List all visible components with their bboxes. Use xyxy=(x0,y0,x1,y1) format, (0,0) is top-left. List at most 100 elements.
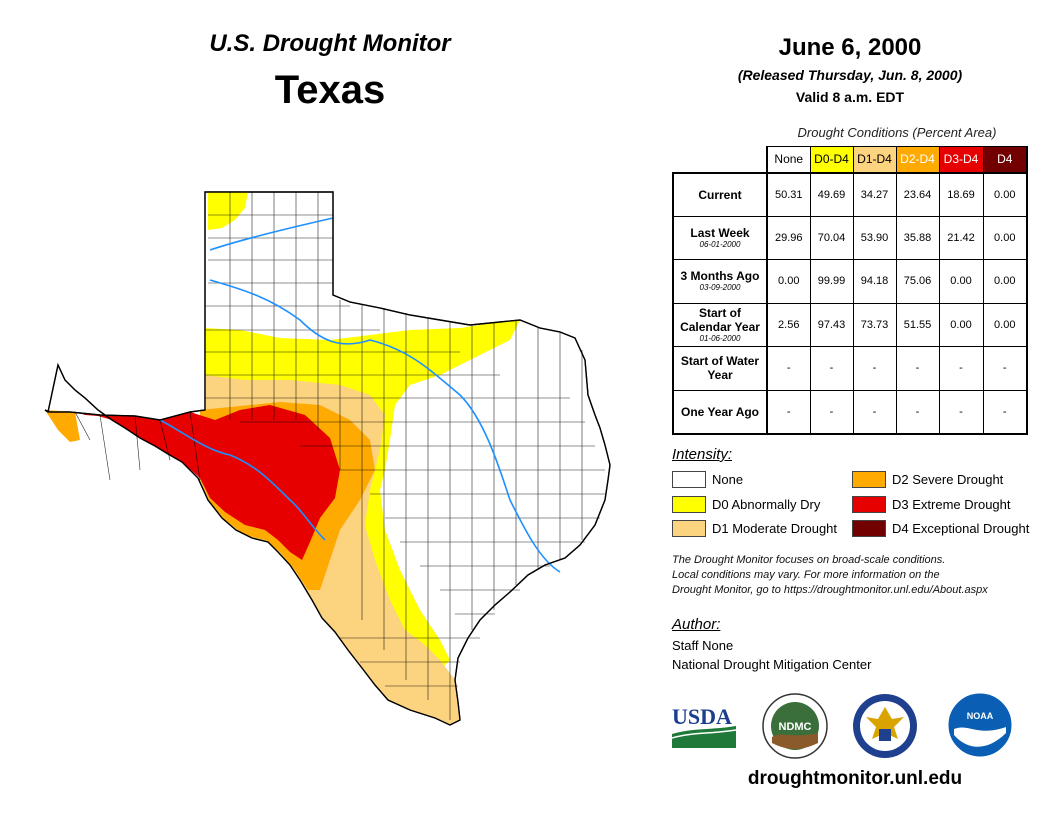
d2-region-west xyxy=(45,410,80,442)
table-cell: 97.43 xyxy=(809,302,854,347)
state-border xyxy=(44,191,611,726)
table-row: One Year Ago - - - - - - xyxy=(672,389,1028,435)
row-label-date: 06-01-2000 xyxy=(699,239,741,249)
table-cell: 70.04 xyxy=(809,215,854,260)
table-cell: - xyxy=(982,389,1028,435)
table-corner xyxy=(673,146,768,173)
row-label: Start of Calendar Year 01-06-2000 xyxy=(672,302,768,347)
disclaimer-line: Local conditions may vary. For more info… xyxy=(672,569,940,581)
legend-label: D4 Exceptional Drought xyxy=(892,520,1030,536)
d0-region-panhandle xyxy=(208,192,248,230)
column-header: D1-D4 xyxy=(852,146,897,173)
row-label: 3 Months Ago 03-09-2000 xyxy=(672,259,768,304)
legend-swatch xyxy=(672,495,706,513)
noaa-logo-text: NOAA xyxy=(967,711,994,721)
row-label-text: Start of Water Year xyxy=(680,354,760,383)
table-cell: 34.27 xyxy=(852,171,897,217)
legend-item-d4: D4 Exceptional Drought xyxy=(852,519,1029,537)
row-label-text: 3 Months Ago xyxy=(680,269,760,284)
table-cell: - xyxy=(809,346,854,391)
disclaimer: The Drought Monitor focuses on broad-sca… xyxy=(672,553,1042,598)
footer-url[interactable]: droughtmonitor.unl.edu xyxy=(747,768,963,789)
column-header: D4 xyxy=(982,146,1028,173)
texas-drought-map xyxy=(44,191,611,726)
row-label-date: 01-06-2000 xyxy=(699,333,741,343)
legend-label: D2 Severe Drought xyxy=(892,471,1004,487)
usda-logo: USDA xyxy=(672,704,736,748)
column-header: None xyxy=(766,146,811,173)
table-cell: 0.00 xyxy=(982,171,1028,217)
table-row: Start of Water Year - - - - - - xyxy=(672,346,1028,391)
legend-label: D1 Moderate Drought xyxy=(712,520,838,536)
table-cell: 99.99 xyxy=(809,259,854,304)
d3-region xyxy=(75,405,340,560)
table-cell: - xyxy=(938,389,984,435)
table-cell: 0.00 xyxy=(766,259,811,304)
legend-swatch xyxy=(672,470,706,488)
row-label: Current xyxy=(672,171,768,217)
map-title: U.S. Drought Monitor xyxy=(209,30,451,57)
legend-swatch xyxy=(852,519,886,537)
row-label: One Year Ago xyxy=(672,389,768,435)
legend-item-d0: D0 Abnormally Dry xyxy=(672,495,820,513)
county-lines xyxy=(74,192,605,720)
row-label-text: One Year Ago xyxy=(680,404,760,419)
row-label-text: Start of Calendar Year xyxy=(680,305,760,334)
table-cell: - xyxy=(938,346,984,391)
column-header: D0-D4 xyxy=(809,146,854,173)
table-cell: 51.55 xyxy=(895,302,940,347)
table-cell: 75.06 xyxy=(895,259,940,304)
column-header: D2-D4 xyxy=(895,146,940,173)
table-cell: 0.00 xyxy=(982,259,1028,304)
table-row: 3 Months Ago 03-09-2000 0.00 99.99 94.18 75.0… xyxy=(672,259,1028,304)
table-row: Start of Calendar Year 01-06-2000 2.56 97.4… xyxy=(672,302,1028,347)
table-cell: 0.00 xyxy=(938,302,984,347)
table-cell: 21.42 xyxy=(938,215,984,260)
column-header: D3-D4 xyxy=(938,146,984,173)
table-cell: 94.18 xyxy=(852,259,897,304)
table-cell: 0.00 xyxy=(982,215,1028,260)
legend-swatch xyxy=(852,495,886,513)
table-cell: - xyxy=(766,389,811,435)
table-cell: - xyxy=(766,346,811,391)
row-label-date: 03-09-2000 xyxy=(699,283,741,293)
table-cell: 35.88 xyxy=(895,215,940,260)
row-label-text: Current xyxy=(698,187,742,202)
map-date: June 6, 2000 xyxy=(778,34,922,61)
table-cell: 53.90 xyxy=(852,215,897,260)
table-cell: - xyxy=(852,346,897,391)
legend-swatch xyxy=(852,470,886,488)
table-cell: 73.73 xyxy=(852,302,897,347)
valid-time: Valid 8 a.m. EDT xyxy=(795,89,905,105)
table-cell: 2.56 xyxy=(766,302,811,347)
table-cell: - xyxy=(982,346,1028,391)
legend-item-d3: D3 Extreme Drought xyxy=(852,495,1011,513)
row-label: Last Week 06-01-2000 xyxy=(672,215,768,260)
table-cell: - xyxy=(852,389,897,435)
drought-regions xyxy=(45,192,520,725)
author-name: Staff None xyxy=(672,638,734,653)
legend-item-d1: D1 Moderate Drought xyxy=(672,519,837,537)
table-cell: 50.31 xyxy=(766,171,811,217)
table-cell: - xyxy=(809,389,854,435)
legend-item-d2: D2 Severe Drought xyxy=(852,470,1003,488)
table-cell: - xyxy=(895,389,940,435)
table-caption: Drought Conditions (Percent Area) xyxy=(797,125,997,140)
release-date: (Released Thursday, Jun. 8, 2000) xyxy=(737,67,963,83)
row-label: Start of Water Year xyxy=(672,346,768,391)
table-row: Last Week 06-01-2000 29.96 70.04 53.90 35.88 2… xyxy=(672,215,1028,260)
legend-swatch xyxy=(672,519,706,537)
drought-conditions-table: None D0-D4 D1-D4 D2-D4 D3-D4 D4 Current 5… xyxy=(672,146,1028,435)
ndmc-logo-text: NDMC xyxy=(779,721,812,733)
table-cell: 18.69 xyxy=(938,171,984,217)
disclaimer-line: Drought Monitor, go to https://droughtmo… xyxy=(672,584,988,596)
row-label-text: Last Week xyxy=(690,225,750,240)
legend-label: None xyxy=(712,471,744,487)
table-header-row: None D0-D4 D1-D4 D2-D4 D3-D4 D4 xyxy=(673,146,1028,173)
table-cell: - xyxy=(895,346,940,391)
usda-logo-text: USDA xyxy=(672,704,732,729)
table-row: Current 50.31 49.69 34.27 23.64 18.69 0.00 xyxy=(672,171,1028,217)
legend-item-none: None xyxy=(672,470,743,488)
legend-label: D3 Extreme Drought xyxy=(892,496,1011,512)
commerce-seal-icon xyxy=(853,694,917,758)
